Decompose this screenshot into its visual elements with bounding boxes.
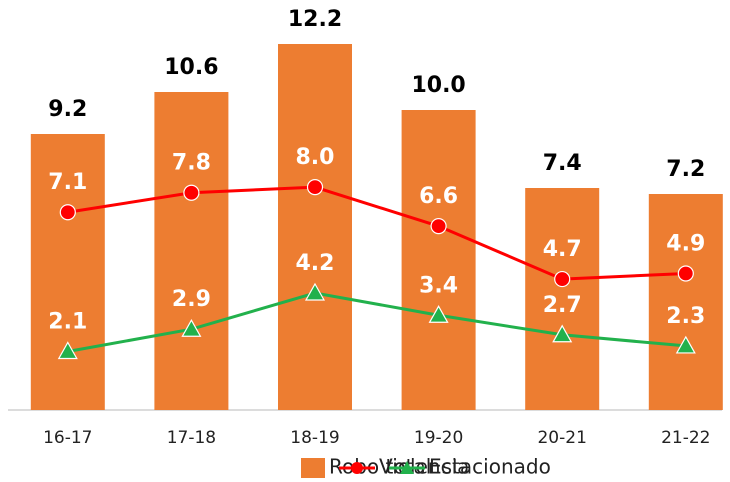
line-value-label: 2.1 <box>48 310 87 335</box>
line-value-label: 7.1 <box>48 170 87 195</box>
triangle-marker <box>57 341 78 360</box>
triangle-marker <box>304 282 326 301</box>
line-value-label: 6.6 <box>419 184 458 209</box>
bar-value-label: 10.6 <box>164 55 218 80</box>
circle-marker <box>677 265 694 282</box>
line-value-label: 2.9 <box>172 287 211 312</box>
series-line <box>67 291 686 353</box>
line-value-label: 3.4 <box>419 273 458 298</box>
line-value-label: 2.7 <box>543 293 582 318</box>
series-line <box>67 185 686 281</box>
circle-marker <box>59 204 76 221</box>
legend-marker <box>351 462 363 474</box>
line-value-label: 7.8 <box>172 151 211 176</box>
line-value-label: 4.9 <box>666 232 705 257</box>
circle-marker <box>306 179 324 196</box>
triangle-marker <box>675 335 696 354</box>
bar <box>30 134 105 410</box>
x-tick-label: 17-18 <box>167 428 216 448</box>
legend-swatch <box>301 458 325 478</box>
legend: Robo totalViolenciaEstacionado <box>301 455 551 479</box>
line-value-label: 2.3 <box>666 304 705 329</box>
bar-value-label: 9.2 <box>48 97 87 122</box>
circle-marker <box>554 270 571 288</box>
circle-marker <box>430 218 447 235</box>
x-tick-label: 19-20 <box>414 428 463 448</box>
bar <box>525 188 600 410</box>
legend-label: Estacionado <box>429 455 551 479</box>
bar-value-label: 7.4 <box>543 151 582 176</box>
legend-marker <box>400 461 414 474</box>
line-value-label: 4.7 <box>543 237 582 262</box>
x-tick-label: 21-22 <box>661 428 710 448</box>
line-value-label: 4.2 <box>296 251 335 276</box>
bar <box>648 194 723 410</box>
triangle-marker <box>552 324 573 343</box>
x-tick-label: 20-21 <box>537 428 586 448</box>
bar-value-label: 7.2 <box>666 157 705 182</box>
triangle-marker <box>428 305 449 323</box>
bar-value-label: 10.0 <box>411 73 465 98</box>
x-tick-label: 16-17 <box>43 428 92 448</box>
circle-marker <box>183 184 200 201</box>
triangle-marker <box>181 318 202 337</box>
bar <box>278 44 352 410</box>
bar <box>401 110 476 410</box>
bar <box>154 92 229 410</box>
bar-value-label: 12.2 <box>288 7 342 32</box>
line-value-label: 8.0 <box>296 145 335 170</box>
x-tick-label: 18-19 <box>290 428 339 448</box>
